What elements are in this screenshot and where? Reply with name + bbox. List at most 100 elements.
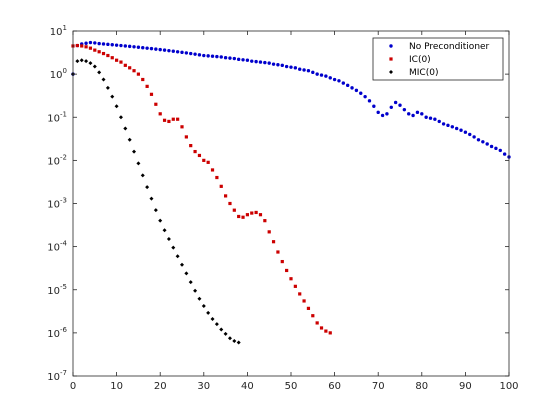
data-point <box>193 52 197 56</box>
y-tick-label: 10-6 <box>47 326 67 340</box>
data-point <box>289 277 293 281</box>
data-point <box>494 146 498 151</box>
data-point <box>162 48 167 52</box>
data-point <box>232 56 237 61</box>
data-point <box>106 42 110 47</box>
y-tick-label: 10-4 <box>47 240 67 254</box>
data-point <box>210 316 215 321</box>
data-point <box>228 56 232 60</box>
data-point <box>101 77 106 82</box>
data-point <box>228 201 232 206</box>
data-point <box>193 288 198 293</box>
x-tick-label: 80 <box>415 381 428 392</box>
data-point <box>162 118 167 122</box>
x-tick-label: 0 <box>70 381 76 392</box>
data-point <box>398 103 402 107</box>
data-point <box>88 46 93 50</box>
data-point <box>306 306 311 310</box>
data-point <box>197 53 202 57</box>
data-point <box>206 310 211 315</box>
data-point <box>306 69 311 73</box>
data-point <box>97 50 101 54</box>
series-2 <box>71 58 241 345</box>
data-point <box>276 63 280 67</box>
data-point <box>79 58 84 63</box>
data-point <box>258 213 263 217</box>
data-point <box>136 161 141 166</box>
data-point <box>415 110 420 115</box>
data-point <box>263 60 267 65</box>
data-point <box>219 327 224 332</box>
x-tick-label: 90 <box>459 381 472 392</box>
data-point <box>206 54 210 58</box>
x-axis: 0 10 20 30 40 50 60 70 80 90 100 <box>70 31 519 392</box>
data-point <box>88 40 93 45</box>
data-point <box>97 41 101 46</box>
data-point <box>433 117 437 121</box>
data-point <box>245 58 250 62</box>
data-point <box>197 296 202 301</box>
data-point <box>128 66 132 70</box>
data-point <box>149 92 154 96</box>
data-point <box>402 107 407 112</box>
data-point <box>271 62 276 66</box>
y-tick-label: 10-1 <box>47 110 67 124</box>
data-point <box>450 125 455 129</box>
data-point <box>298 292 302 296</box>
data-point <box>319 73 324 77</box>
data-point <box>324 329 328 333</box>
data-point <box>420 112 424 116</box>
data-point <box>175 254 180 259</box>
data-point <box>158 112 162 116</box>
data-point <box>115 58 119 62</box>
data-point <box>237 214 241 219</box>
data-point <box>154 102 158 106</box>
data-point <box>280 63 284 68</box>
y-tick-label: 10-3 <box>47 197 67 211</box>
data-point <box>354 88 359 93</box>
data-point <box>132 45 136 49</box>
data-point <box>114 104 119 109</box>
data-point <box>149 196 154 201</box>
data-point <box>145 46 149 50</box>
data-point <box>149 46 154 51</box>
x-tick-label: 70 <box>372 381 385 392</box>
data-point <box>127 44 132 49</box>
data-point <box>93 41 97 45</box>
data-point <box>166 237 171 242</box>
data-point <box>110 56 114 60</box>
data-point <box>302 68 306 72</box>
legend-marker <box>389 70 393 74</box>
data-point <box>127 137 132 142</box>
data-point <box>367 99 372 103</box>
data-point <box>232 208 236 212</box>
data-point <box>315 72 319 76</box>
data-point <box>206 160 210 164</box>
data-point <box>311 314 315 318</box>
data-point <box>184 51 189 55</box>
data-point <box>245 213 249 217</box>
data-point <box>136 72 140 76</box>
data-point <box>92 64 97 69</box>
data-point <box>75 59 80 64</box>
data-point <box>188 280 193 285</box>
data-point <box>311 70 315 75</box>
data-point <box>224 194 228 198</box>
data-point <box>175 50 180 54</box>
data-point <box>407 112 411 116</box>
series-1 <box>71 43 332 335</box>
data-point <box>123 44 128 48</box>
data-point <box>280 259 284 264</box>
data-point <box>350 86 354 90</box>
data-point <box>171 49 175 53</box>
x-tick-label: 40 <box>241 381 254 392</box>
data-point <box>481 140 485 144</box>
data-point <box>184 135 188 139</box>
data-point <box>298 67 302 71</box>
data-point <box>140 173 145 178</box>
legend-box <box>372 37 504 81</box>
data-point <box>498 148 502 153</box>
data-point <box>263 219 267 223</box>
data-point <box>267 230 271 234</box>
